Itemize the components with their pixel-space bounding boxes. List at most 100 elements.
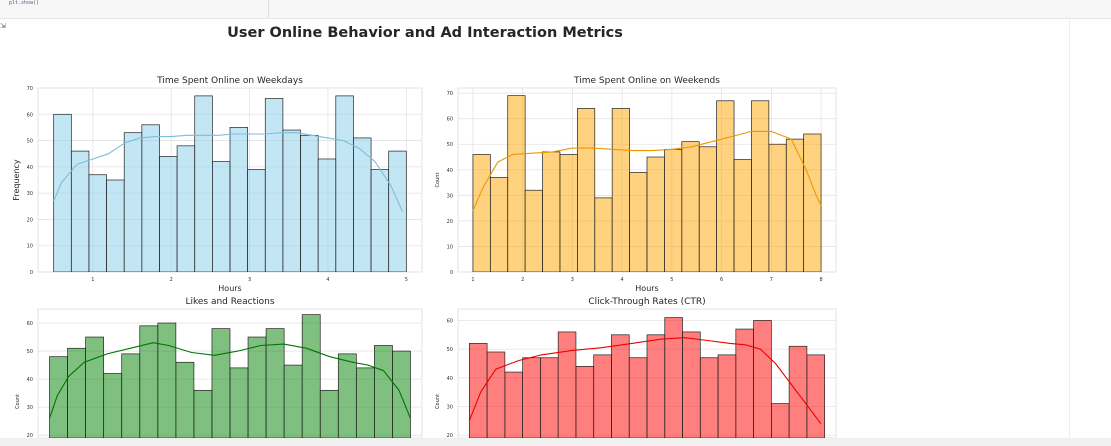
- y-tick-label: 50: [447, 347, 453, 353]
- histogram-bar: [121, 353, 141, 438]
- histogram-bar: [103, 373, 123, 438]
- histogram-bar: [53, 113, 72, 272]
- histogram-bar: [664, 148, 683, 272]
- y-tick-label: 60: [27, 321, 33, 327]
- histogram-bar: [157, 322, 177, 438]
- y-tick-label: 60: [447, 117, 453, 123]
- histogram-bar: [67, 347, 86, 438]
- histogram-bar: [716, 100, 735, 272]
- histogram-bar: [374, 345, 393, 438]
- figure-title: User Online Behavior and Ad Interaction …: [227, 25, 623, 41]
- histogram-bar: [735, 328, 754, 438]
- subplot-title: Click-Through Rates (CTR): [588, 297, 705, 307]
- histogram-bar: [664, 317, 683, 438]
- y-tick-label: 50: [27, 349, 33, 355]
- histogram-bar: [392, 350, 411, 438]
- histogram-bar: [806, 354, 826, 438]
- subplot-title: Time Spent Online on Weekdays: [156, 76, 303, 86]
- kde-line: [468, 337, 822, 425]
- histogram-bar: [264, 98, 284, 272]
- histogram-bar: [301, 314, 321, 438]
- histogram-bar: [524, 189, 543, 272]
- histogram-bar: [176, 145, 196, 272]
- bottom-scrollbar[interactable]: [0, 438, 1111, 446]
- subplot-2: 0 10 20 30 40 50 60 70 1 2 3 4 5 6 7 8 Time Spent Online…: [435, 76, 837, 293]
- histogram-bar: [699, 357, 719, 438]
- histogram-bar: [317, 158, 337, 272]
- x-tick-label: 2: [521, 277, 524, 283]
- y-tick-label: 0: [30, 270, 33, 276]
- y-axis-label: Frequency: [12, 159, 21, 201]
- y-axis-label: Count: [435, 173, 441, 188]
- histogram-bar: [557, 331, 577, 438]
- histogram-bar: [123, 132, 143, 272]
- histogram-bar: [212, 161, 231, 272]
- y-tick-label: 40: [27, 165, 33, 171]
- histogram-bar: [593, 354, 612, 438]
- subplot-title: Time Spent Online on Weekends: [573, 76, 720, 86]
- histogram-bar: [335, 95, 354, 272]
- histogram-bar: [611, 334, 630, 438]
- x-axis-label: Hours: [218, 284, 241, 293]
- histogram-bar: [193, 389, 213, 438]
- subplot-4: 20 30 40 50 60 Click-Through Rates (CTR) Count: [435, 297, 837, 438]
- histogram-bar: [753, 320, 772, 438]
- histogram-bar: [628, 357, 648, 438]
- y-tick-label: 60: [447, 318, 453, 324]
- histogram-bar: [159, 155, 178, 272]
- histogram-bar: [489, 177, 509, 272]
- histogram-bar: [85, 336, 105, 438]
- bars: [472, 95, 822, 272]
- y-tick-label: 70: [447, 91, 453, 97]
- histogram-bar: [682, 331, 701, 438]
- bars: [468, 317, 826, 438]
- histogram-bar: [559, 154, 578, 272]
- y-tick-label: 20: [27, 433, 33, 438]
- y-tick-label: 10: [27, 244, 33, 250]
- subplot-1: 0 10 20 30 40 50 60 70 1 2 3 4 5 Time Spent Online on…: [12, 76, 423, 293]
- histogram-bar: [70, 150, 90, 272]
- histogram-bar: [229, 127, 248, 272]
- histogram-bar: [337, 353, 357, 438]
- y-tick-label: 60: [27, 112, 33, 118]
- x-tick-label: 6: [720, 277, 723, 283]
- histogram-bar: [646, 156, 665, 272]
- output-icon[interactable]: ⇲: [0, 22, 6, 30]
- histogram-bar: [283, 364, 303, 438]
- y-tick-label: 50: [447, 142, 453, 148]
- x-tick-label: 3: [571, 277, 574, 283]
- kde-line: [48, 342, 412, 419]
- histogram-bar: [768, 143, 787, 272]
- x-tick-label: 5: [670, 277, 673, 283]
- cell-edge: [1069, 18, 1070, 438]
- histogram-bar: [629, 171, 648, 272]
- histogram-bar: [751, 100, 770, 272]
- histogram-bar: [542, 151, 561, 272]
- histogram-bar: [211, 328, 231, 438]
- histogram-bar: [229, 367, 249, 438]
- x-axis-label: Hours: [635, 284, 658, 293]
- histogram-bar: [49, 356, 68, 438]
- histogram-bar: [717, 354, 737, 438]
- y-tick-label: 30: [27, 405, 33, 411]
- y-axis-label: Count: [435, 394, 441, 409]
- histogram-bar: [106, 179, 125, 272]
- kde-line: [472, 130, 822, 211]
- y-tick-label: 30: [27, 191, 33, 197]
- x-tick-label: 8: [819, 277, 822, 283]
- histogram-bar: [388, 150, 407, 272]
- histogram-bar: [540, 357, 559, 438]
- histogram-bar: [355, 367, 375, 438]
- histogram-bar: [646, 334, 666, 438]
- histogram-bar: [370, 169, 390, 272]
- histogram-bar: [575, 365, 595, 438]
- y-axis-label: Count: [15, 394, 21, 409]
- y-tick-label: 20: [447, 433, 453, 438]
- y-tick-label: 30: [447, 193, 453, 199]
- histogram-bar: [788, 345, 808, 438]
- code-cell[interactable]: plt.show(): [0, 0, 1111, 19]
- x-tick-label: 7: [770, 277, 773, 283]
- histogram-bar: [771, 403, 790, 438]
- histogram-bar: [194, 95, 213, 272]
